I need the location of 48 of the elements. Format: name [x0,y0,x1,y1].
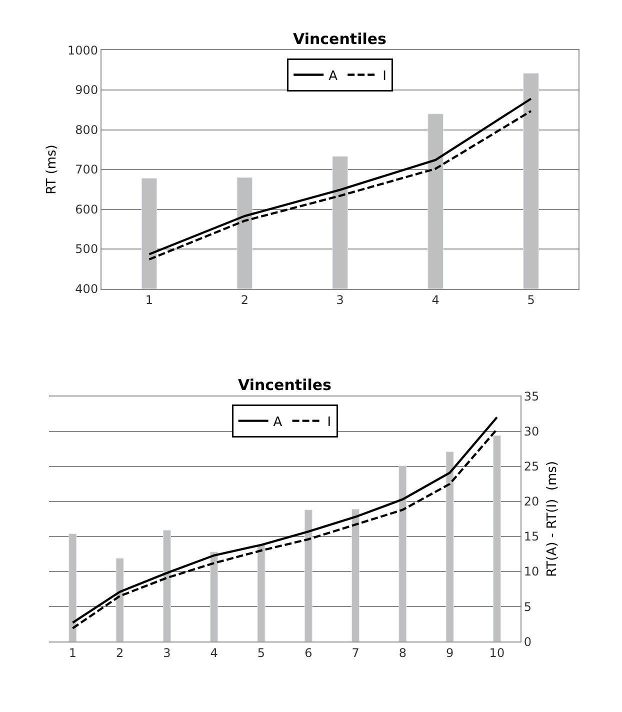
chart-title: Vincentiles [238,376,332,394]
x-tick-label: 1 [68,646,76,660]
legend-label: A [273,414,282,430]
bar [68,533,77,642]
x-tick-label: 7 [352,646,360,660]
bar [116,558,124,642]
x-tick-label: 8 [398,646,406,660]
y2-tick-label: 15 [524,530,540,544]
y2-tick-label: 0 [524,634,532,649]
bar [446,451,454,642]
y-tick-label: 400 [75,282,98,296]
y-axis-title: RT (ms) [44,144,60,194]
bar [398,465,407,642]
y-tick-label: 900 [75,83,98,98]
y-tick-label: 500 [75,242,98,256]
x-tick-label: 2 [240,293,248,308]
y2-tick-label: 30 [524,424,540,439]
x-tick-label: 3 [336,293,344,308]
bar [352,508,360,642]
x-tick-label: 5 [257,646,266,660]
y-tick-label: 600 [75,202,98,216]
x-tick-label: 4 [432,293,440,308]
x-tick-label: 1 [145,293,154,308]
x-tick-label: 9 [446,646,454,660]
bar [304,510,312,642]
x-tick-label: 10 [489,646,505,660]
x-tick-label: 4 [210,646,218,660]
legend-label: I [327,414,332,430]
y2-tick-label: 20 [524,494,540,509]
y2-tick-label: 35 [524,390,540,404]
y2-axis-title: RT(A) - RT(I) (ms) [544,461,560,577]
y-tick-label: 1000 [68,43,98,58]
y2-tick-label: 5 [524,600,532,614]
x-tick-label: 3 [163,646,171,660]
bar [257,544,266,642]
y-tick-label: 800 [75,122,98,137]
y-tick-label: 700 [75,162,98,177]
bar [162,530,171,642]
y2-tick-label: 10 [524,564,540,579]
bar [210,552,218,642]
bar [492,435,501,642]
x-tick-label: 6 [304,646,312,660]
x-tick-label: 2 [116,646,124,660]
y2-tick-label: 25 [524,460,540,474]
x-tick-label: 5 [527,293,535,308]
legend-label: I [382,68,386,84]
chart-title: Vincentiles [293,30,387,48]
legend-label: A [328,68,338,84]
